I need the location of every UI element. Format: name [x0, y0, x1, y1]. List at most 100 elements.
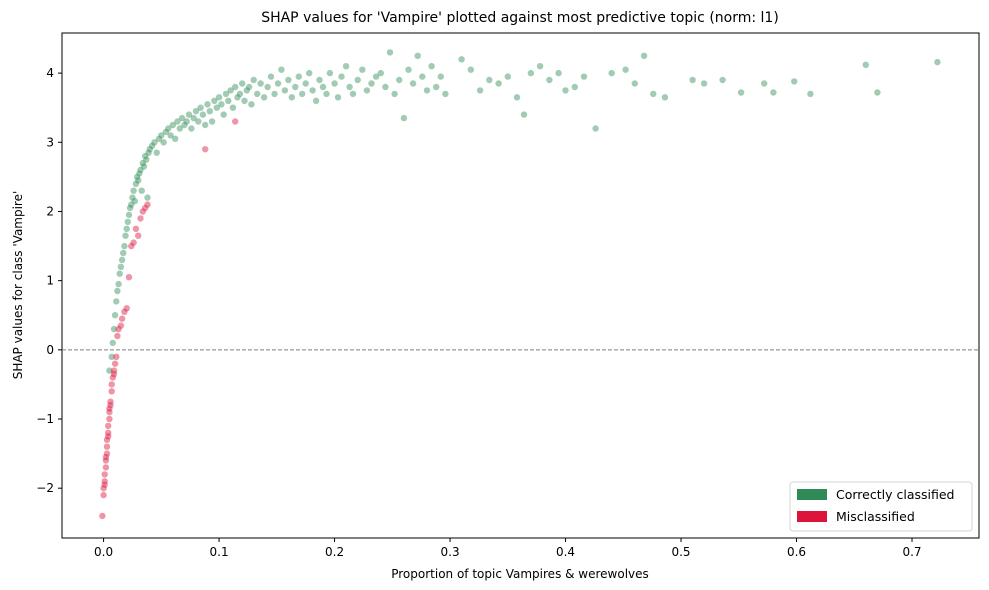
scatter-point	[118, 256, 126, 264]
scatter-point	[396, 76, 403, 84]
scatter-point	[138, 187, 145, 194]
scatter-point	[199, 111, 207, 118]
scatter-point	[281, 87, 289, 94]
scatter-point	[295, 73, 302, 80]
scatter-point	[342, 62, 350, 70]
scatter-point	[169, 121, 177, 129]
scatter-point	[316, 76, 323, 84]
scatter-point	[592, 125, 599, 132]
scatter-point	[103, 443, 111, 450]
scatter-point	[162, 128, 170, 136]
scatter-point	[338, 73, 345, 80]
scatter-point	[101, 478, 108, 485]
scatter-point	[934, 58, 941, 66]
scatter-point	[158, 132, 165, 139]
scatter-point	[121, 308, 128, 315]
x-tick-label: 0.4	[556, 545, 575, 559]
scatter-point	[172, 135, 179, 142]
scatter-point	[155, 135, 163, 142]
scatter-point	[222, 90, 230, 98]
scatter-point	[144, 194, 151, 201]
scatter-point	[139, 208, 146, 215]
scatter-point	[225, 97, 232, 105]
y-axis-label: SHAP values for class 'Vampire'	[11, 191, 25, 380]
scatter-point	[250, 76, 257, 84]
scatter-point	[271, 90, 278, 98]
scatter-point	[151, 139, 158, 146]
scatter-point	[133, 173, 141, 181]
scatter-point	[132, 225, 140, 232]
scatter-point	[761, 80, 768, 87]
scatter-point	[264, 83, 271, 91]
scatter-point	[278, 66, 285, 73]
scatter-point	[117, 263, 125, 270]
scatter-point	[661, 94, 669, 101]
y-tick-label: 4	[46, 66, 54, 80]
scatter-point	[195, 118, 202, 125]
legend-swatch-misclassified	[797, 511, 827, 522]
scatter-point	[111, 360, 119, 367]
scatter-point	[192, 108, 200, 115]
scatter-point	[123, 225, 130, 232]
scatter-point	[227, 87, 234, 94]
scatter-point	[536, 62, 544, 70]
legend: Correctly classified Misclassified	[789, 481, 973, 532]
scatter-point	[123, 305, 130, 312]
scatter-point	[108, 381, 115, 388]
scatter-point	[109, 374, 117, 381]
scatter-point	[135, 177, 142, 184]
scatter-point	[631, 80, 638, 87]
scatter-point	[562, 87, 569, 94]
scatter-point	[122, 232, 129, 239]
scatter-point	[120, 249, 127, 257]
scatter-point	[135, 232, 142, 239]
scatter-point	[807, 90, 814, 98]
legend-swatch-correct	[797, 489, 827, 500]
scatter-point	[234, 94, 241, 101]
scatter-point	[137, 166, 144, 174]
scatter-point	[102, 457, 110, 464]
scatter-point	[113, 353, 120, 360]
scatter-point	[129, 194, 136, 201]
scatter-point	[527, 69, 535, 77]
scatter-point	[108, 353, 115, 360]
scatter-point	[640, 52, 648, 59]
scatter-point	[142, 204, 149, 212]
scatter-point	[165, 125, 172, 132]
scatter-point	[220, 111, 227, 118]
x-tick-label: 0.7	[902, 545, 921, 559]
scatter-point	[331, 80, 338, 87]
scatter-point	[106, 408, 113, 416]
scatter-point	[232, 83, 239, 91]
y-tick-label: 2	[46, 204, 54, 218]
scatter-point	[114, 332, 121, 340]
scatter-point	[109, 339, 117, 347]
scatter-point	[232, 118, 239, 125]
scatter-point	[423, 87, 431, 94]
scatter-point	[105, 422, 112, 430]
scatter-point	[486, 76, 493, 84]
scatter-point	[100, 491, 107, 499]
scatter-point	[105, 433, 112, 440]
x-tick-label: 0.0	[94, 545, 113, 559]
scatter-point	[144, 201, 151, 208]
scatter-point	[153, 149, 160, 156]
scatter-point	[239, 80, 246, 87]
scatter-point	[108, 388, 115, 395]
scatter-point	[433, 83, 440, 91]
scatter-point	[245, 83, 253, 91]
scatter-point	[137, 215, 144, 222]
x-axis-label: Proportion of topic Vampires & werewolve…	[391, 567, 649, 581]
scatter-point	[110, 367, 118, 374]
scatter-point	[167, 132, 174, 139]
y-tick-label: 0	[46, 343, 54, 357]
scatter-point	[386, 49, 394, 56]
scatter-point	[117, 322, 125, 329]
scatter-point	[132, 180, 140, 187]
scatter-point	[267, 73, 275, 80]
scatter-point	[737, 89, 745, 96]
scatter-point	[689, 76, 696, 84]
scatter-point	[243, 87, 250, 94]
scatter-point	[188, 125, 195, 132]
scatter-point	[504, 73, 511, 80]
